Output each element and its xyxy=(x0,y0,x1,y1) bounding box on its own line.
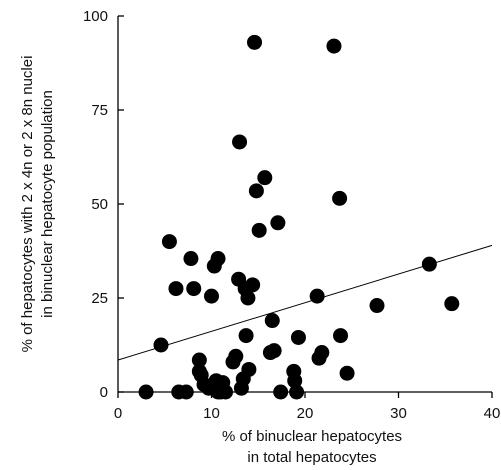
x-axis-title-line-1: % of binuclear hepatocytes xyxy=(222,428,402,445)
data-point-32 xyxy=(248,183,264,199)
x-tick-label-4: 40 xyxy=(484,405,501,422)
data-point-24 xyxy=(232,134,248,150)
data-point-2 xyxy=(161,234,177,250)
data-point-54 xyxy=(444,296,460,312)
y-axis-title-line-2: in binuclear hepatocyte population xyxy=(39,90,56,318)
x-tick-label-1: 10 xyxy=(203,405,220,422)
data-point-22 xyxy=(228,348,244,364)
data-point-43 xyxy=(289,384,305,400)
y-tick-label-0: 0 xyxy=(100,384,108,401)
data-point-13 xyxy=(204,288,219,304)
data-point-45 xyxy=(309,288,325,304)
data-point-49 xyxy=(332,190,348,206)
y-tick-label-1: 25 xyxy=(91,290,108,307)
data-point-47 xyxy=(314,345,330,361)
data-point-15 xyxy=(210,251,226,267)
data-point-5 xyxy=(178,384,194,400)
data-point-0 xyxy=(138,384,154,400)
data-point-44 xyxy=(290,329,306,345)
y-axis-title-line-1: % of hepatocytes with 2 x 4n or 2 x 8n n… xyxy=(19,56,36,353)
data-point-35 xyxy=(257,170,273,186)
data-points xyxy=(138,34,460,400)
x-tick-label-3: 30 xyxy=(390,405,407,422)
data-point-48 xyxy=(326,38,342,54)
y-axis-title: % of hepatocytes with 2 x 4n or 2 x 8n n… xyxy=(19,56,56,353)
data-point-27 xyxy=(238,328,254,344)
data-point-8 xyxy=(191,352,207,368)
data-point-40 xyxy=(273,384,289,400)
data-point-31 xyxy=(245,277,261,293)
data-point-50 xyxy=(333,328,349,344)
data-point-34 xyxy=(251,222,267,238)
data-point-7 xyxy=(186,281,202,297)
x-tick-label-0: 0 xyxy=(114,405,122,422)
x-axis-title-line-2: in total hepatocytes xyxy=(247,449,376,466)
data-point-20 xyxy=(218,384,234,400)
data-point-33 xyxy=(247,34,263,50)
data-point-51 xyxy=(339,365,355,381)
data-point-39 xyxy=(270,215,286,231)
data-point-38 xyxy=(266,343,282,359)
data-point-42 xyxy=(287,373,303,389)
x-tick-label-2: 20 xyxy=(297,405,314,422)
data-point-53 xyxy=(421,256,437,272)
y-tick-label-4: 100 xyxy=(83,8,108,25)
data-point-37 xyxy=(264,313,280,329)
data-point-3 xyxy=(168,281,184,297)
y-tick-label-2: 50 xyxy=(91,196,108,213)
data-point-6 xyxy=(183,251,199,267)
data-point-1 xyxy=(153,337,169,353)
data-point-29 xyxy=(240,290,256,306)
y-tick-label-3: 75 xyxy=(91,102,108,119)
axis-ticks: 0 10 20 30 40 0 25 50 75 100 xyxy=(83,8,500,422)
data-point-30 xyxy=(241,361,257,377)
data-point-52 xyxy=(369,298,385,314)
